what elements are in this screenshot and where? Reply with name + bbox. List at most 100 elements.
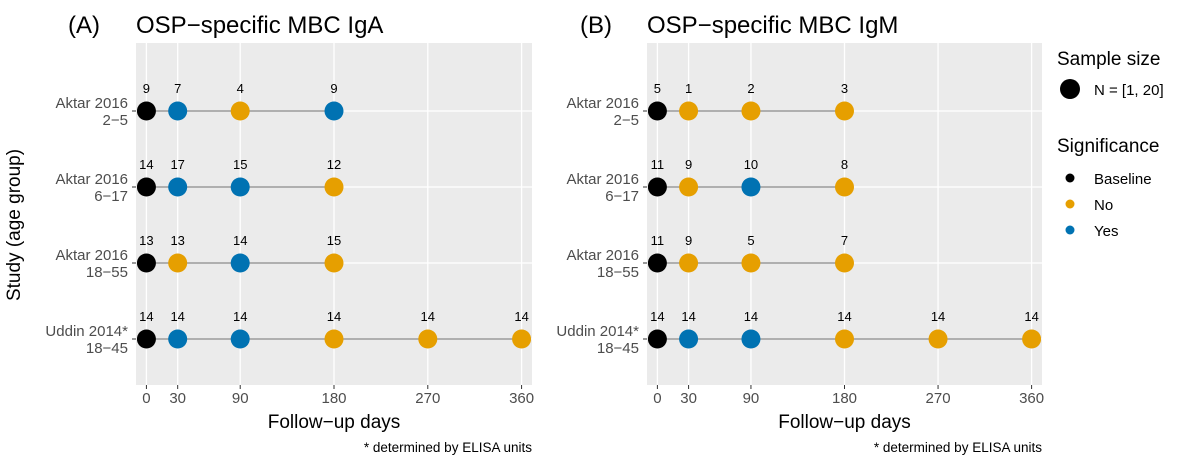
legend-key-baseline bbox=[1065, 173, 1075, 183]
x-tick-label: 270 bbox=[926, 390, 951, 407]
data-label: 15 bbox=[327, 233, 341, 248]
data-label: 14 bbox=[170, 309, 184, 324]
data-label: 4 bbox=[237, 81, 244, 96]
data-point bbox=[1022, 329, 1042, 349]
y-tick-label-study: Uddin 2014* bbox=[556, 323, 639, 340]
data-label: 14 bbox=[327, 309, 341, 324]
legend-key-yes bbox=[1065, 225, 1075, 235]
data-label: 14 bbox=[650, 309, 664, 324]
data-point bbox=[835, 253, 854, 273]
panel-title: OSP−specific MBC IgA bbox=[136, 12, 383, 39]
x-axis-title: Follow−up days bbox=[778, 412, 911, 433]
legend-label-baseline: Baseline bbox=[1094, 171, 1152, 188]
data-point bbox=[230, 253, 250, 273]
legend-label-no: No bbox=[1094, 197, 1113, 214]
data-point bbox=[230, 101, 250, 121]
x-tick-label: 90 bbox=[743, 390, 760, 407]
data-point bbox=[230, 329, 250, 349]
data-label: 17 bbox=[170, 157, 184, 172]
data-label: 14 bbox=[837, 309, 851, 324]
data-point bbox=[324, 177, 344, 197]
footnote: * determined by ELISA units bbox=[874, 440, 1042, 455]
data-label: 14 bbox=[421, 309, 435, 324]
data-point bbox=[679, 329, 699, 349]
data-point bbox=[679, 177, 699, 197]
legend: Sample size N = [1, 20] Significance Bas… bbox=[1057, 49, 1164, 240]
data-label: 3 bbox=[841, 81, 848, 96]
y-tick-label-age: 2−5 bbox=[614, 112, 639, 129]
data-label: 5 bbox=[747, 233, 754, 248]
data-point bbox=[928, 329, 948, 349]
panel-tag: (A) bbox=[68, 12, 100, 39]
legend-key-no bbox=[1065, 199, 1075, 209]
data-label: 14 bbox=[514, 309, 528, 324]
data-label: 14 bbox=[139, 157, 153, 172]
data-label: 2 bbox=[747, 81, 754, 96]
y-tick-label-study: Aktar 2016 bbox=[55, 95, 128, 112]
y-tick-label-age: 18−45 bbox=[86, 340, 128, 357]
data-label: 9 bbox=[685, 233, 692, 248]
data-label: 14 bbox=[1024, 309, 1038, 324]
data-point bbox=[168, 177, 188, 197]
data-label: 14 bbox=[233, 309, 247, 324]
y-tick-label-age: 6−17 bbox=[605, 188, 639, 205]
y-axis-title: Study (age group) bbox=[4, 149, 25, 301]
chart-panel-b: (B) OSP−specific MBC IgM 0 30 90 180 270 360 Fol… bbox=[556, 12, 1044, 455]
data-point bbox=[835, 177, 854, 197]
data-point bbox=[647, 101, 667, 121]
data-label: 13 bbox=[170, 233, 184, 248]
y-tick-label-study: Aktar 2016 bbox=[566, 95, 639, 112]
data-point bbox=[647, 329, 667, 349]
data-point bbox=[136, 101, 156, 121]
data-point bbox=[512, 329, 532, 349]
data-label: 5 bbox=[654, 81, 661, 96]
data-point bbox=[679, 253, 699, 273]
legend-size-label: N = [1, 20] bbox=[1094, 82, 1164, 99]
data-label: 9 bbox=[685, 157, 692, 172]
data-point bbox=[741, 329, 761, 349]
panel-tag: (B) bbox=[580, 12, 612, 39]
data-point bbox=[168, 329, 188, 349]
data-point bbox=[230, 177, 250, 197]
data-point bbox=[679, 101, 699, 121]
data-point bbox=[741, 177, 761, 197]
data-label: 9 bbox=[330, 81, 337, 96]
data-label: 15 bbox=[233, 157, 247, 172]
x-tick-label: 360 bbox=[1019, 390, 1044, 407]
x-tick-label: 180 bbox=[321, 390, 346, 407]
data-label: 9 bbox=[143, 81, 150, 96]
x-tick-label: 90 bbox=[232, 390, 249, 407]
data-point bbox=[418, 329, 438, 349]
data-label: 14 bbox=[681, 309, 695, 324]
data-point bbox=[741, 253, 761, 273]
y-tick-label-age: 18−45 bbox=[597, 340, 639, 357]
y-tick-label-age: 18−55 bbox=[597, 264, 639, 281]
x-tick-label: 0 bbox=[653, 390, 661, 407]
data-label: 14 bbox=[233, 233, 247, 248]
legend-label-yes: Yes bbox=[1094, 223, 1118, 240]
y-tick-label-study: Aktar 2016 bbox=[566, 171, 639, 188]
x-tick-label: 270 bbox=[415, 390, 440, 407]
data-point bbox=[324, 101, 344, 121]
data-point bbox=[168, 253, 188, 273]
x-tick-label: 30 bbox=[169, 390, 186, 407]
legend-sig-title: Significance bbox=[1057, 136, 1159, 157]
data-label: 11 bbox=[651, 233, 665, 248]
x-tick-label: 180 bbox=[832, 390, 857, 407]
data-label: 7 bbox=[841, 233, 848, 248]
y-tick-label-study: Aktar 2016 bbox=[566, 247, 639, 264]
x-tick-label: 0 bbox=[142, 390, 150, 407]
data-point bbox=[136, 253, 156, 273]
data-label: 14 bbox=[744, 309, 758, 324]
data-label: 11 bbox=[651, 157, 665, 172]
data-label: 14 bbox=[139, 309, 153, 324]
data-label: 8 bbox=[841, 157, 848, 172]
x-tick-label: 30 bbox=[680, 390, 697, 407]
data-label: 13 bbox=[139, 233, 153, 248]
y-tick-label-age: 18−55 bbox=[86, 264, 128, 281]
data-label: 14 bbox=[931, 309, 945, 324]
data-point bbox=[168, 101, 188, 121]
data-label: 12 bbox=[327, 157, 341, 172]
data-point bbox=[136, 177, 156, 197]
